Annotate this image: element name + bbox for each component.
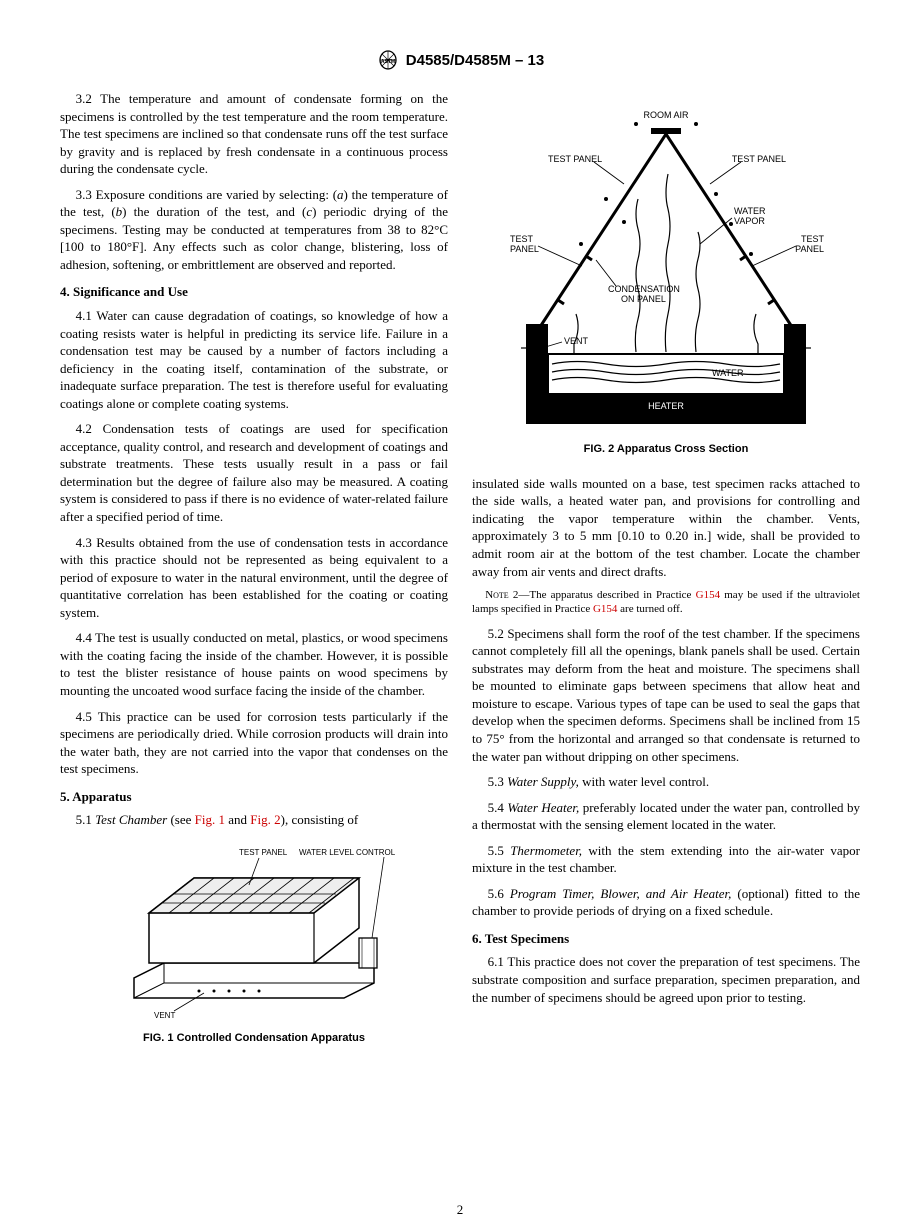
- right-column: ROOM AIR TEST PANEL TEST PANEL TEST PANE…: [472, 90, 860, 1064]
- figure-1-caption: FIG. 1 Controlled Condensation Apparatus: [60, 1031, 448, 1046]
- figure-1: TEST PANEL WATER LEVEL CONTROL VENT FIG.…: [60, 843, 448, 1046]
- fig2-label-room-air: ROOM AIR: [643, 110, 689, 120]
- figure-2: ROOM AIR TEST PANEL TEST PANEL TEST PANE…: [472, 104, 860, 457]
- left-column: 3.2 The temperature and amount of conden…: [60, 90, 448, 1064]
- para-5-4: 5.4 Water Heater, preferably located und…: [472, 799, 860, 834]
- fig1-ref-link[interactable]: Fig. 1: [195, 812, 225, 827]
- fig2-label-vapor2: VAPOR: [734, 216, 765, 226]
- svg-text:TEST: TEST: [510, 234, 534, 244]
- para-6-1: 6.1 This practice does not cover the pre…: [472, 953, 860, 1006]
- header-designation: D4585/D4585M – 13: [406, 52, 544, 69]
- para-4-3: 4.3 Results obtained from the use of con…: [60, 534, 448, 622]
- fig1-label-test-panel: TEST PANEL: [239, 848, 288, 857]
- para-5-6: 5.6 Program Timer, Blower, and Air Heate…: [472, 885, 860, 920]
- page-number: 2: [0, 1202, 920, 1218]
- astm-logo-icon: ASTM: [376, 50, 400, 70]
- para-5-2: 5.2 Specimens shall form the roof of the…: [472, 625, 860, 765]
- fig1-label-water-level: WATER LEVEL CONTROL: [299, 848, 396, 857]
- section-6-title: 6. Test Specimens: [472, 930, 860, 948]
- para-3-3: 3.3 Exposure conditions are varied by se…: [60, 186, 448, 274]
- section-4-title: 4. Significance and Use: [60, 283, 448, 301]
- two-column-layout: 3.2 The temperature and amount of conden…: [60, 90, 860, 1064]
- para-cont: insulated side walls mounted on a base, …: [472, 475, 860, 580]
- para-4-2: 4.2 Condensation tests of coatings are u…: [60, 420, 448, 525]
- figure-2-svg: ROOM AIR TEST PANEL TEST PANEL TEST PANE…: [486, 104, 846, 434]
- svg-text:PANEL: PANEL: [795, 244, 824, 254]
- para-4-1: 4.1 Water can cause degradation of coati…: [60, 307, 448, 412]
- fig2-label-heater: HEATER: [648, 401, 684, 411]
- fig2-label-vapor1: WATER: [734, 206, 766, 216]
- figure-2-caption: FIG. 2 Apparatus Cross Section: [472, 442, 860, 457]
- g154-ref-link-2[interactable]: G154: [593, 603, 617, 615]
- figure-1-svg: TEST PANEL WATER LEVEL CONTROL VENT: [104, 843, 404, 1023]
- page: ASTM D4585/D4585M – 13 3.2 The temperatu…: [0, 0, 920, 1232]
- svg-text:TEST: TEST: [801, 234, 825, 244]
- fig1-label-vent: VENT: [154, 1011, 175, 1020]
- fig2-label-cond1: CONDENSATION: [608, 284, 680, 294]
- para-4-4: 4.4 The test is usually conducted on met…: [60, 629, 448, 699]
- note-2: Note 2—The apparatus described in Practi…: [472, 588, 860, 617]
- para-3-2: 3.2 The temperature and amount of conden…: [60, 90, 448, 178]
- page-header: ASTM D4585/D4585M – 13: [60, 50, 860, 70]
- fig2-label-water: WATER: [712, 368, 744, 378]
- svg-text:ASTM: ASTM: [381, 59, 395, 65]
- section-5-title: 5. Apparatus: [60, 788, 448, 806]
- fig2-ref-link[interactable]: Fig. 2: [250, 812, 280, 827]
- para-4-5: 4.5 This practice can be used for corros…: [60, 708, 448, 778]
- fig2-label-vent: VENT: [564, 336, 589, 346]
- fig2-label-cond2: ON PANEL: [621, 294, 666, 304]
- g154-ref-link[interactable]: G154: [696, 589, 720, 601]
- para-5-3: 5.3 Water Supply, with water level contr…: [472, 773, 860, 791]
- svg-text:PANEL: PANEL: [510, 244, 539, 254]
- para-5-5: 5.5 Thermometer, with the stem extending…: [472, 842, 860, 877]
- para-5-1: 5.1 Test Chamber (see Fig. 1 and Fig. 2)…: [60, 811, 448, 829]
